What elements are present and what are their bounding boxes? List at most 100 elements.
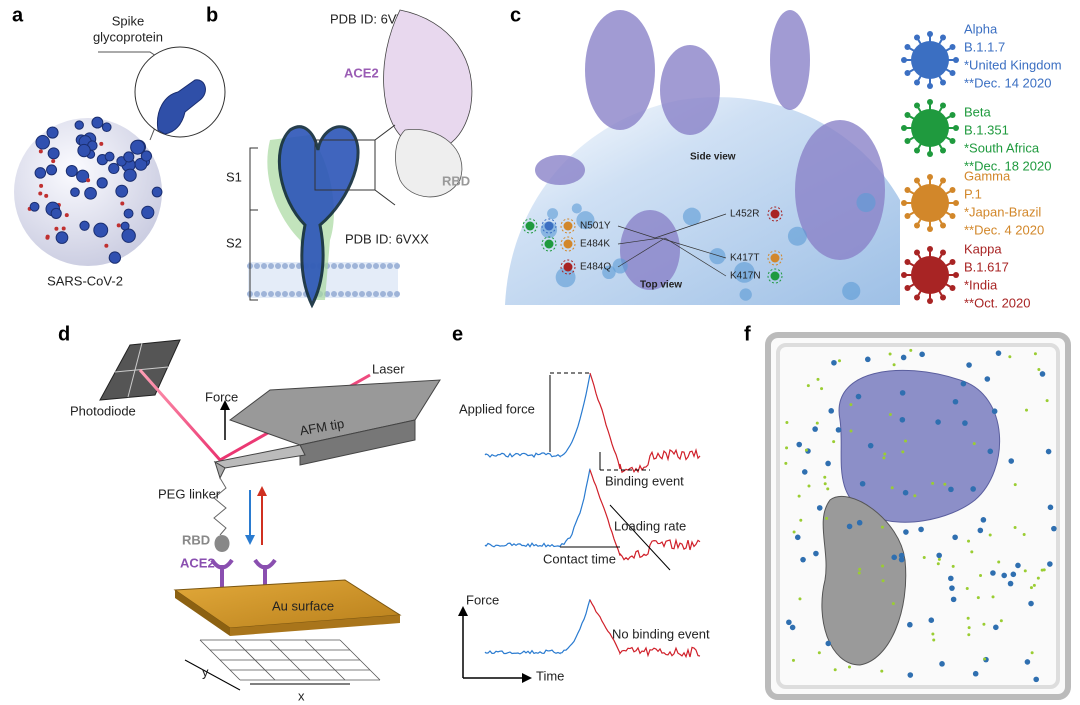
variant-marker xyxy=(525,221,535,231)
ion xyxy=(932,638,936,642)
ion xyxy=(1033,676,1040,683)
ion xyxy=(849,403,853,407)
ion xyxy=(890,486,894,490)
spike xyxy=(151,186,163,198)
ion xyxy=(785,446,789,450)
variant-marker xyxy=(770,209,780,219)
panel-label: d xyxy=(58,323,70,345)
caption: SARS-CoV-2 xyxy=(47,273,123,288)
virus-spike xyxy=(904,187,911,193)
virus-spike xyxy=(953,57,959,63)
virus-spike xyxy=(901,125,907,131)
ion xyxy=(1008,355,1012,359)
marker xyxy=(104,243,109,248)
ion xyxy=(794,534,801,541)
spike xyxy=(46,164,58,176)
retract-trace xyxy=(589,469,701,561)
ion xyxy=(948,486,954,493)
surface-spot xyxy=(576,211,595,230)
ion xyxy=(826,487,830,491)
bead xyxy=(387,291,393,297)
spike xyxy=(96,177,108,189)
ion xyxy=(922,556,926,560)
ion xyxy=(949,585,955,591)
bead xyxy=(268,291,274,297)
scan-grid xyxy=(199,639,381,681)
bead xyxy=(366,263,372,269)
ion xyxy=(880,669,884,673)
ion xyxy=(967,539,971,543)
ion xyxy=(976,596,980,600)
marker xyxy=(38,191,43,196)
marker xyxy=(86,178,91,183)
force-label: Force xyxy=(205,389,238,404)
ion xyxy=(902,489,909,496)
ion xyxy=(1007,580,1014,587)
virus-spike xyxy=(940,294,946,301)
marker xyxy=(54,226,59,231)
virus-spike xyxy=(914,294,920,301)
bead xyxy=(254,291,260,297)
pointer-line xyxy=(617,237,661,245)
ion xyxy=(812,426,818,432)
spike-protein xyxy=(660,45,720,135)
ion xyxy=(813,550,819,557)
bead xyxy=(359,291,365,297)
bead xyxy=(352,291,358,297)
surface-spot xyxy=(547,208,559,220)
axis-label: x xyxy=(298,688,305,703)
ion xyxy=(984,376,991,382)
spike xyxy=(77,143,91,158)
spike xyxy=(50,207,62,220)
variants: Alpha B.1.1.7 *United Kingdom **Dec. 14 202… xyxy=(901,21,1062,310)
ion xyxy=(972,670,979,677)
marker xyxy=(44,193,49,198)
bead xyxy=(338,263,344,269)
spike xyxy=(140,150,153,162)
spikes xyxy=(27,116,163,264)
virus-spike xyxy=(904,213,911,219)
variant-country: *United Kingdom xyxy=(964,57,1062,72)
ion xyxy=(970,550,974,554)
spike xyxy=(123,208,134,219)
surface-spot xyxy=(571,203,582,214)
au-surface xyxy=(230,615,400,636)
mutations: N501Y E484K E484Q L452R K417T K417N xyxy=(522,206,783,284)
ion xyxy=(1032,583,1036,587)
bead xyxy=(352,263,358,269)
ion xyxy=(997,560,1001,564)
marker xyxy=(45,234,50,239)
ion xyxy=(939,661,945,667)
ion xyxy=(825,640,832,647)
ion xyxy=(1042,568,1046,572)
ion xyxy=(786,619,792,626)
ion xyxy=(799,518,803,522)
surface-spot xyxy=(739,288,752,301)
virus-surface xyxy=(505,97,900,305)
spike xyxy=(70,187,80,197)
zoom-line xyxy=(374,189,396,206)
spike-protein xyxy=(795,120,885,260)
marker xyxy=(99,141,104,146)
virus-spike xyxy=(904,44,911,50)
retract-trace xyxy=(589,372,701,474)
ion xyxy=(899,390,906,396)
spike xyxy=(76,169,90,183)
ion xyxy=(838,359,842,363)
variant-marker xyxy=(767,206,783,222)
bead xyxy=(373,263,379,269)
bead xyxy=(296,291,302,297)
ion xyxy=(846,523,853,530)
virus-spike xyxy=(949,112,956,118)
ion xyxy=(970,486,976,492)
bracket xyxy=(249,209,258,301)
variant-marker xyxy=(560,259,576,275)
spike-protein xyxy=(770,10,810,110)
panel-e: e Applied force Binding event Loading ra… xyxy=(452,323,710,683)
ion xyxy=(867,442,874,449)
rbd-structure xyxy=(395,128,463,198)
ion xyxy=(859,480,866,487)
surface-features xyxy=(535,10,885,301)
virus-spike xyxy=(927,174,933,180)
